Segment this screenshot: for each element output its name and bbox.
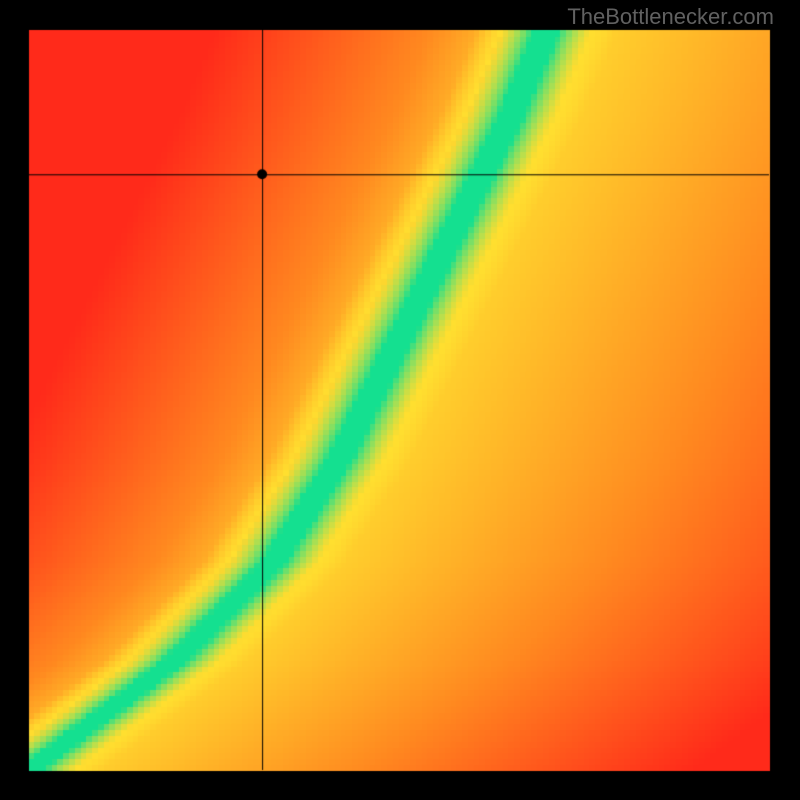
watermark-text: TheBottlenecker.com	[567, 4, 774, 30]
chart-container: TheBottlenecker.com	[0, 0, 800, 800]
bottleneck-heatmap	[0, 0, 800, 800]
